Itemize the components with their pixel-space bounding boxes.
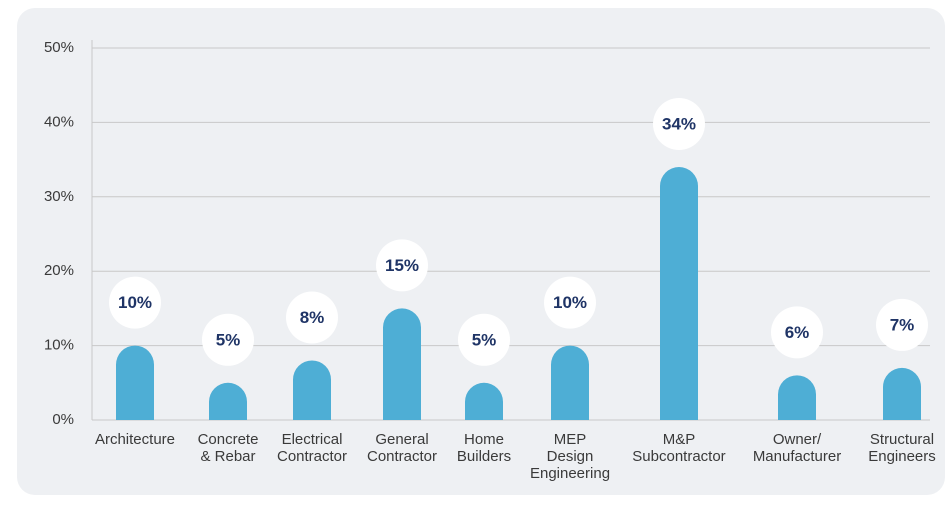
x-tick-label: Electrical Contractor — [276, 431, 348, 465]
value-label: 5% — [472, 330, 497, 349]
x-tick-label: General Contractor — [366, 431, 438, 465]
x-tick-label: MEP Design Engineering — [529, 431, 611, 482]
value-label: 34% — [662, 115, 696, 134]
bar — [293, 360, 331, 420]
x-tick-label: Owner/ Manufacturer — [752, 431, 842, 465]
y-tick-label: 40% — [44, 113, 74, 130]
y-tick-label: 20% — [44, 262, 74, 279]
bar — [660, 167, 698, 420]
value-label: 10% — [118, 293, 152, 312]
bar — [383, 308, 421, 420]
x-tick-label: M&P Subcontractor — [632, 431, 726, 465]
value-label: 6% — [785, 323, 810, 342]
value-label-bg — [286, 291, 338, 344]
value-label-bg — [771, 306, 823, 359]
y-tick-label: 0% — [52, 411, 74, 428]
y-tick-label: 10% — [44, 337, 74, 354]
y-tick-label: 30% — [44, 188, 74, 205]
bar — [116, 345, 154, 420]
value-label: 8% — [300, 308, 325, 327]
x-tick-label: Home Builders — [456, 431, 512, 465]
bar — [209, 382, 247, 420]
value-label: 10% — [553, 293, 587, 312]
value-label-bg — [544, 276, 596, 329]
x-tick-label: Concrete & Rebar — [197, 431, 259, 465]
bar — [465, 382, 503, 420]
value-label: 15% — [385, 256, 419, 275]
value-label: 5% — [216, 330, 241, 349]
value-label-bg — [876, 298, 928, 351]
value-label-bg — [109, 276, 161, 329]
x-tick-label: Structural Engineers — [868, 431, 936, 465]
value-label: 7% — [890, 315, 915, 334]
value-label-bg — [202, 313, 254, 366]
x-tick-label: Architecture — [94, 431, 176, 448]
panel — [17, 8, 945, 495]
value-label-bg — [376, 239, 428, 292]
bar — [778, 375, 816, 420]
bar — [551, 345, 589, 420]
y-tick-label: 50% — [44, 39, 74, 56]
value-label-bg — [653, 98, 705, 151]
bar — [883, 367, 921, 420]
value-label-bg — [458, 313, 510, 366]
